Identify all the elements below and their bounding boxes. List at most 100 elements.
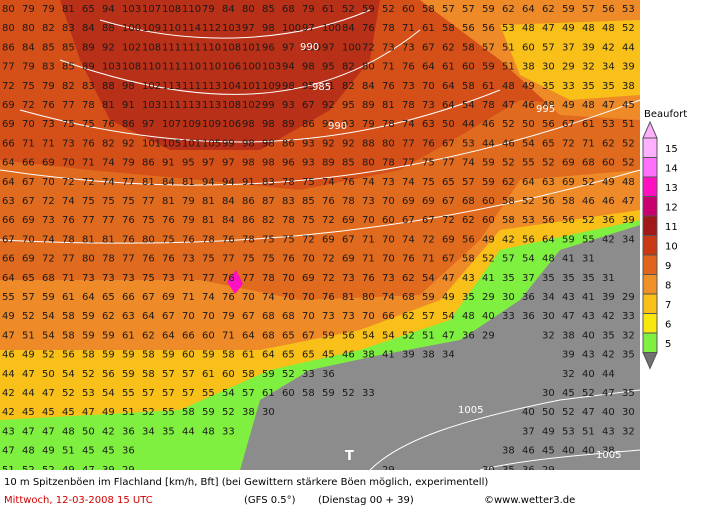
wind-value: 78 <box>202 234 215 245</box>
wind-value: 98 <box>262 23 275 34</box>
wind-value: 41 <box>562 254 575 265</box>
wind-value: 98 <box>242 158 255 169</box>
wind-value: 41 <box>482 273 495 284</box>
wind-value: 47 <box>2 330 15 341</box>
wind-value: 50 <box>82 426 95 437</box>
wind-value: 49 <box>542 426 555 437</box>
wind-value: 52 <box>42 350 55 361</box>
wind-value: 55 <box>522 158 535 169</box>
wind-value: 74 <box>262 292 275 303</box>
wind-value: 76 <box>82 138 95 149</box>
wind-value: 101 <box>242 42 261 53</box>
legend-swatch <box>642 313 658 334</box>
wind-value: 111 <box>162 62 181 73</box>
wind-value: 57 <box>182 388 195 399</box>
wind-value: 100 <box>242 62 261 73</box>
wind-value: 60 <box>482 215 495 226</box>
wind-value: 40 <box>582 369 595 380</box>
wind-value: 71 <box>182 273 195 284</box>
wind-value: 100 <box>302 42 321 53</box>
wind-value: 80 <box>242 4 255 15</box>
wind-value: 54 <box>102 388 115 399</box>
wind-value: 46 <box>502 138 515 149</box>
wind-value: 35 <box>582 81 595 92</box>
wind-value: 86 <box>302 119 315 130</box>
wind-value: 46 <box>582 196 595 207</box>
wind-value: 59 <box>482 62 495 73</box>
wind-value: 67 <box>302 330 315 341</box>
wind-value: 53 <box>462 138 475 149</box>
wind-value: 110 <box>202 62 221 73</box>
wind-value: 62 <box>602 138 615 149</box>
wind-value: 76 <box>362 23 375 34</box>
wind-value: 50 <box>42 369 55 380</box>
wind-value: 67 <box>22 177 35 188</box>
wind-value: 112 <box>202 23 221 34</box>
legend-label: 15 <box>665 144 678 155</box>
wind-value: 48 <box>62 426 75 437</box>
wind-value: 72 <box>62 177 75 188</box>
wind-value: 59 <box>362 4 375 15</box>
wind-value: 52 <box>582 388 595 399</box>
wind-value: 79 <box>42 81 55 92</box>
wind-value: 102 <box>122 42 141 53</box>
wind-value: 84 <box>342 23 355 34</box>
wind-value: 44 <box>462 119 475 130</box>
wind-value: 79 <box>222 311 235 322</box>
wind-value: 76 <box>282 254 295 265</box>
wind-value: 31 <box>602 273 615 284</box>
wind-value: 77 <box>242 273 255 284</box>
wind-value: 59 <box>562 234 575 245</box>
wind-value: 113 <box>202 81 221 92</box>
wind-value: 29 <box>482 292 495 303</box>
wind-value: 78 <box>82 100 95 111</box>
wind-value: 69 <box>42 158 55 169</box>
wind-value: 55 <box>582 234 595 245</box>
legend-label: 11 <box>665 222 678 233</box>
wind-value: 48 <box>202 426 215 437</box>
wind-value: 91 <box>242 177 255 188</box>
isobars <box>0 9 641 471</box>
wind-value: 59 <box>42 292 55 303</box>
wind-value: 43 <box>2 426 15 437</box>
wind-value: 67 <box>22 196 35 207</box>
wind-value: 70 <box>382 254 395 265</box>
wind-value: 35 <box>602 81 615 92</box>
wind-value: 75 <box>122 196 135 207</box>
wind-value: 37 <box>522 273 535 284</box>
wind-value: 52 <box>622 158 635 169</box>
wind-value: 78 <box>482 100 495 111</box>
wind-value: 80 <box>362 158 375 169</box>
wind-value: 81 <box>202 215 215 226</box>
wind-value: 75 <box>282 234 295 245</box>
wind-value: 78 <box>402 100 415 111</box>
wind-value: 53 <box>602 119 615 130</box>
wind-value: 67 <box>162 311 175 322</box>
wind-value: 78 <box>282 177 295 188</box>
wind-value: 56 <box>542 119 555 130</box>
wind-value: 57 <box>182 369 195 380</box>
wind-value: 79 <box>202 4 215 15</box>
wind-value: 46 <box>522 446 535 457</box>
wind-value: 43 <box>582 311 595 322</box>
wind-value: 52 <box>142 407 155 418</box>
wind-value: 47 <box>442 330 455 341</box>
wind-value: 71 <box>422 254 435 265</box>
wind-value: 57 <box>22 292 35 303</box>
wind-value: 74 <box>322 177 335 188</box>
wind-value: 59 <box>102 350 115 361</box>
wind-value: 75 <box>22 81 35 92</box>
wind-value: 75 <box>242 254 255 265</box>
wind-value: 95 <box>182 158 195 169</box>
wind-value: 67 <box>342 234 355 245</box>
wind-value: 77 <box>442 158 455 169</box>
wind-value: 47 <box>42 388 55 399</box>
wind-value: 79 <box>302 4 315 15</box>
wind-value: 74 <box>402 177 415 188</box>
legend-swatch <box>642 215 658 236</box>
wind-value: 45 <box>102 446 115 457</box>
wind-value: 77 <box>2 62 15 73</box>
wind-value: 71 <box>382 62 395 73</box>
wind-value: 47 <box>22 369 35 380</box>
wind-value: 92 <box>122 138 135 149</box>
